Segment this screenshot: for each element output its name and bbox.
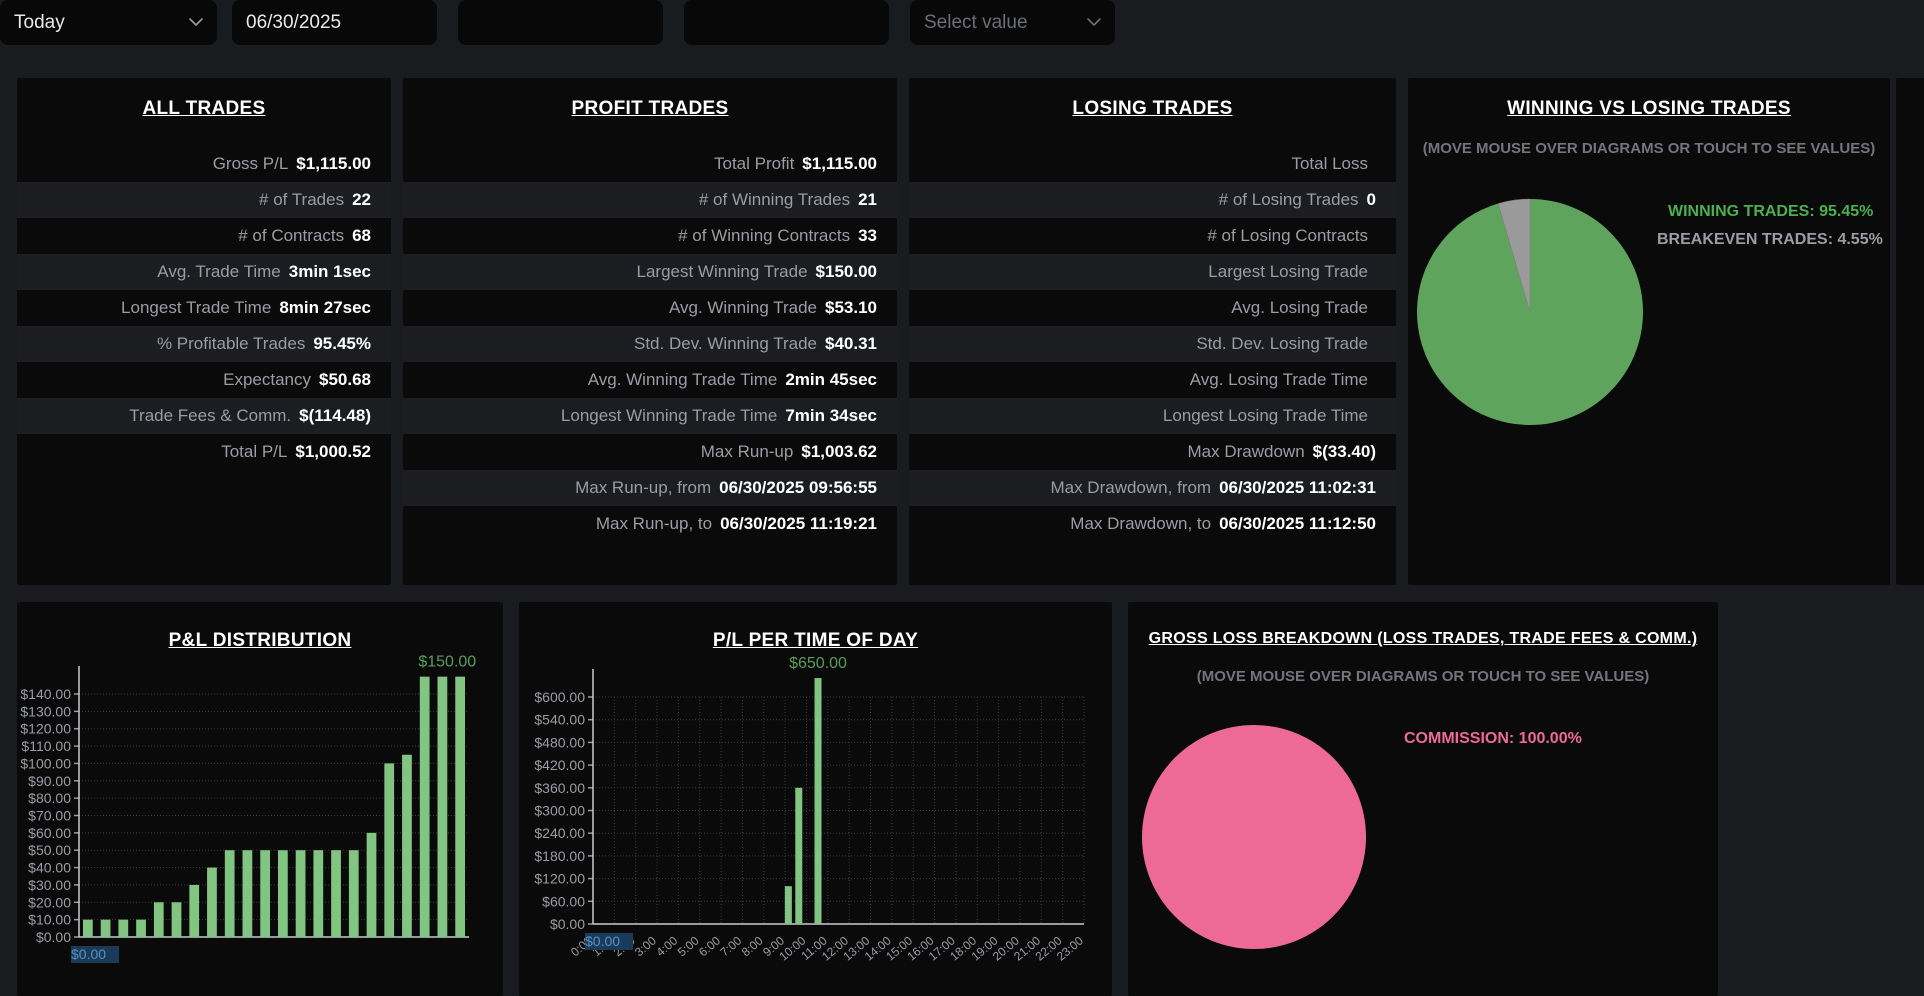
svg-text:$300.00: $300.00	[534, 803, 585, 819]
svg-text:$420.00: $420.00	[534, 757, 585, 773]
svg-text:$20.00: $20.00	[28, 894, 71, 910]
svg-text:$180.00: $180.00	[534, 848, 585, 864]
svg-text:$60.00: $60.00	[542, 893, 585, 909]
svg-text:$480.00: $480.00	[534, 734, 585, 750]
svg-text:$110.00: $110.00	[21, 738, 71, 754]
svg-text:$650.00: $650.00	[789, 655, 847, 672]
svg-text:$0.00: $0.00	[36, 929, 71, 945]
svg-text:$540.00: $540.00	[534, 712, 585, 728]
svg-text:$0.00: $0.00	[71, 946, 106, 962]
svg-text:$120.00: $120.00	[20, 721, 71, 737]
svg-text:$30.00: $30.00	[28, 877, 71, 893]
svg-text:$140.00: $140.00	[20, 686, 71, 702]
svg-text:$120.00: $120.00	[534, 871, 585, 887]
svg-text:$90.00: $90.00	[28, 773, 71, 789]
svg-text:$10.00: $10.00	[28, 912, 71, 928]
svg-text:$150.00: $150.00	[418, 654, 476, 671]
svg-text:$600.00: $600.00	[534, 689, 585, 705]
svg-text:$0.00: $0.00	[550, 916, 585, 932]
svg-text:$360.00: $360.00	[534, 780, 585, 796]
svg-text:$50.00: $50.00	[28, 842, 71, 858]
svg-text:$100.00: $100.00	[20, 755, 71, 771]
svg-text:$130.00: $130.00	[20, 703, 71, 719]
svg-text:$240.00: $240.00	[534, 825, 585, 841]
svg-text:$60.00: $60.00	[28, 825, 71, 841]
svg-text:$0.00: $0.00	[585, 933, 620, 949]
svg-text:$70.00: $70.00	[28, 808, 71, 824]
svg-text:$40.00: $40.00	[28, 860, 71, 876]
svg-text:$80.00: $80.00	[28, 790, 71, 806]
